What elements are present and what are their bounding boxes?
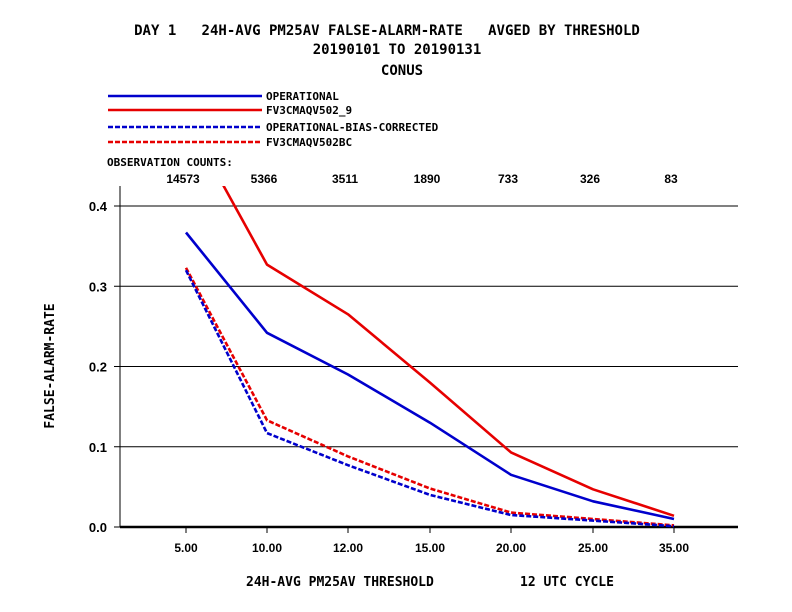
observation-counts: 14573 5366 3511 1890 733 326 83 xyxy=(166,172,678,186)
y-tick-label: 0.3 xyxy=(89,279,107,294)
legend-label: OPERATIONAL-BIAS-CORRECTED xyxy=(266,121,439,134)
x-tick-label: 20.00 xyxy=(496,541,526,555)
observation-counts-label: OBSERVATION COUNTS: xyxy=(107,156,233,169)
x-tick-label: 35.00 xyxy=(659,541,689,555)
chart-title-line1: DAY 1 24H-AVG PM25AV FALSE-ALARM-RATE AV… xyxy=(134,23,640,39)
legend-label: FV3CMAQV502_9 xyxy=(266,104,352,117)
y-tick-label: 0.2 xyxy=(89,360,107,375)
series-line xyxy=(184,269,675,528)
observation-count: 733 xyxy=(498,172,518,186)
y-tick-labels: 0.0 0.1 0.2 0.3 0.4 xyxy=(89,199,120,535)
y-axis-label: FALSE-ALARM-RATE xyxy=(43,303,58,428)
y-tick-label: 0.1 xyxy=(89,440,107,455)
legend-label: OPERATIONAL xyxy=(266,90,339,103)
x-tick-label: 15.00 xyxy=(415,541,445,555)
cycle-label: 12 UTC CYCLE xyxy=(520,575,614,590)
y-tick-label: 0.4 xyxy=(89,199,108,214)
series-line xyxy=(184,267,675,527)
observation-count: 3511 xyxy=(332,172,358,186)
x-tick-label: 5.00 xyxy=(174,541,198,555)
observation-count: 1890 xyxy=(414,172,441,186)
x-axis-label: 24H-AVG PM25AV THRESHOLD xyxy=(246,575,434,590)
chart-title-line3: CONUS xyxy=(381,63,423,79)
chart-title-line2: 20190101 TO 20190131 xyxy=(313,42,482,58)
legend-label: FV3CMAQV502BC xyxy=(266,136,352,149)
x-tick-labels: 5.00 10.00 12.00 15.00 20.00 25.00 35.00 xyxy=(174,527,689,555)
observation-count: 83 xyxy=(664,172,678,186)
x-tick-label: 12.00 xyxy=(333,541,363,555)
series-line xyxy=(222,186,675,518)
x-tick-label: 25.00 xyxy=(578,541,608,555)
plot-area xyxy=(184,186,675,528)
x-tick-label: 10.00 xyxy=(252,541,282,555)
observation-count: 326 xyxy=(580,172,600,186)
series-line xyxy=(184,231,675,521)
y-tick-label: 0.0 xyxy=(89,520,107,535)
gridlines xyxy=(120,205,738,448)
observation-count: 5366 xyxy=(251,172,278,186)
observation-count: 14573 xyxy=(166,172,200,186)
